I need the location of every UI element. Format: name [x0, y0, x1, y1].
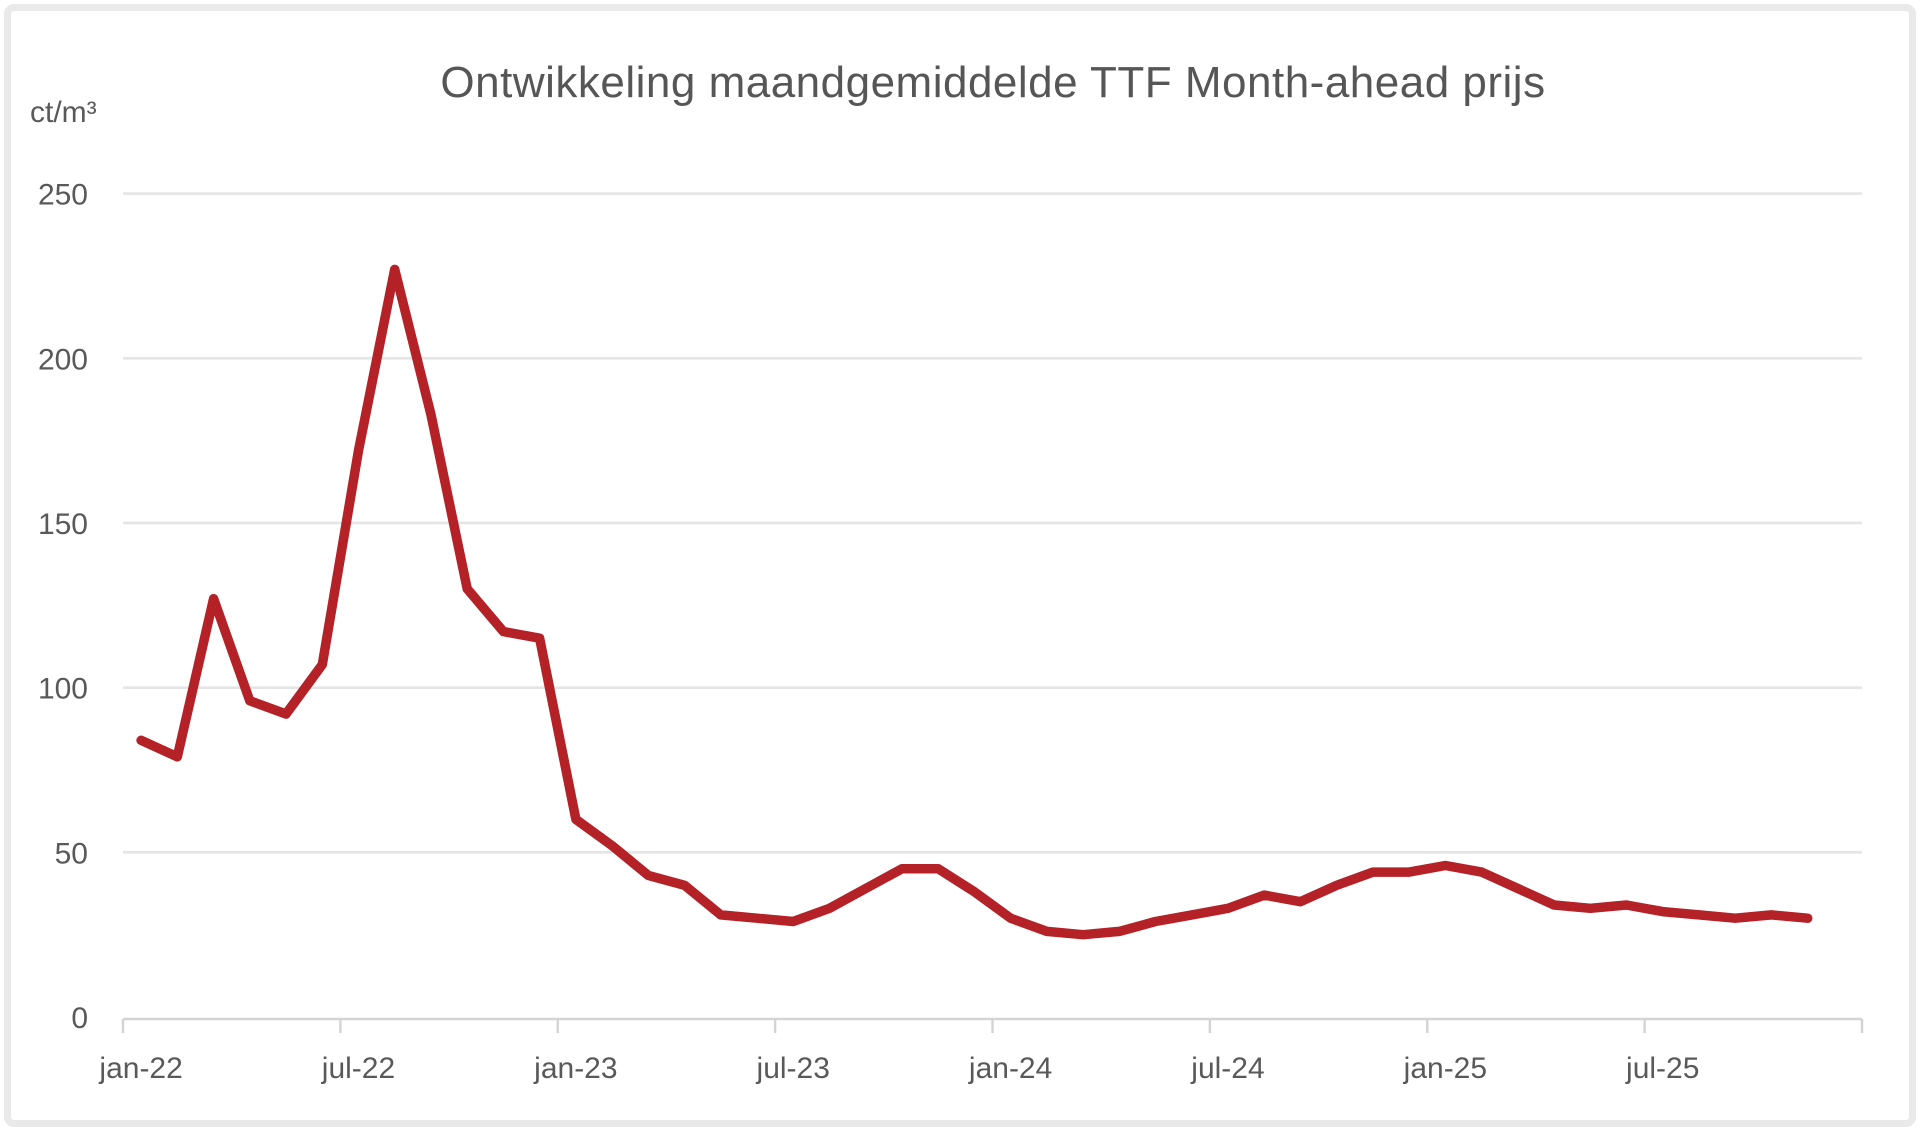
chart-title: Ontwikkeling maandgemiddelde TTF Month-a… [440, 58, 1546, 107]
y-axis-tick-label: 100 [38, 673, 88, 706]
x-axis-tick-label: jan-23 [533, 1052, 617, 1085]
y-axis-tick-label: 250 [38, 179, 88, 212]
ttf-price-series [136, 264, 1813, 940]
chart-frame [4, 4, 1916, 1127]
y-axis-unit-label: ct/m³ [30, 96, 97, 129]
x-axis-tick-label: jul-24 [1190, 1052, 1264, 1085]
x-axis-tick-label: jul-22 [321, 1052, 395, 1085]
x-axis-tick-label: jan-24 [968, 1052, 1052, 1085]
y-axis-tick-label: 50 [55, 837, 88, 870]
y-axis-tick-label: 0 [71, 1002, 88, 1035]
x-axis-tick-label: jan-22 [98, 1052, 182, 1085]
x-axis-tick-label: jul-23 [756, 1052, 830, 1085]
x-axis-tick-label: jul-25 [1625, 1052, 1699, 1085]
y-axis-tick-label: 200 [38, 343, 88, 376]
x-axis-tick-label: jan-25 [1403, 1052, 1487, 1085]
y-axis-tick-label: 150 [38, 508, 88, 541]
